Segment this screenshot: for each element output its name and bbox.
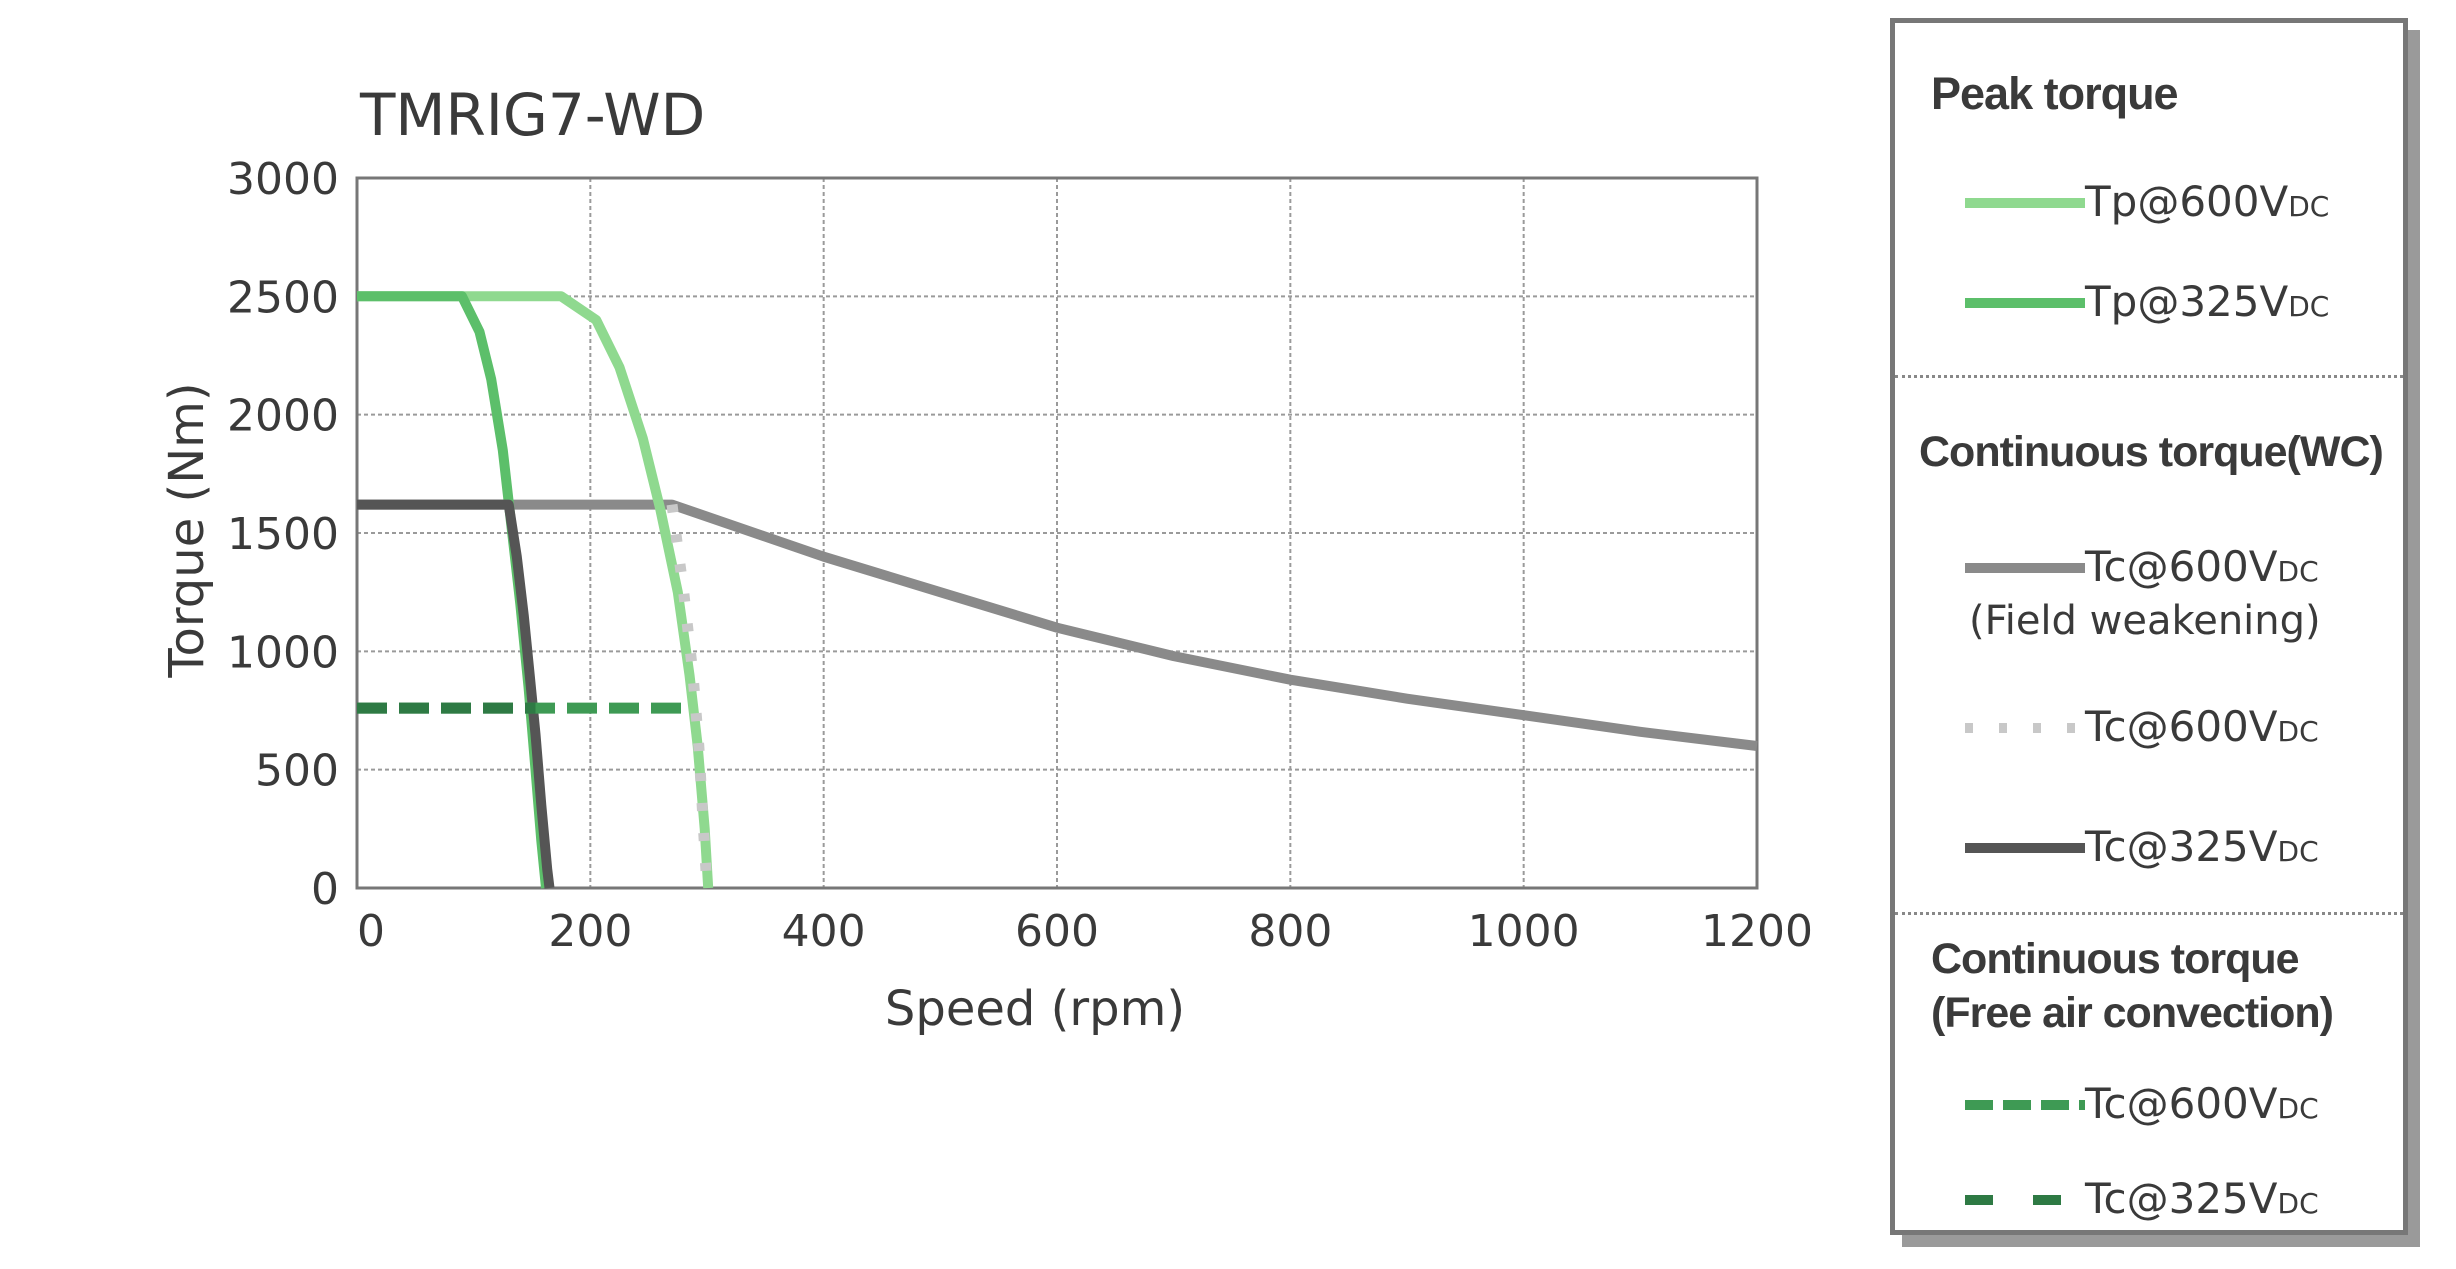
- legend-item-tp-325: Tp@325VDC: [1945, 273, 2405, 333]
- legend-label: Tc@325V: [2085, 1174, 2278, 1223]
- x-axis-ticks: 0 200 400 600 800 1000 1200: [357, 906, 1813, 957]
- series-line-4: [357, 499, 555, 889]
- legend-item-tc-325: Tc@325VDC: [1945, 818, 2405, 878]
- legend-swatch-tc-325-free: [1965, 1195, 2085, 1205]
- legend-label: Tp@600V: [2085, 177, 2289, 226]
- y-tick-label: 0: [311, 864, 339, 915]
- legend-heading-free-air-1: Continuous torque: [1931, 935, 2300, 983]
- x-axis-label: Speed (rpm): [885, 981, 1185, 1037]
- legend-subscript: DC: [2288, 190, 2330, 223]
- grid: [356, 177, 1758, 889]
- legend-subscript: DC: [2277, 1187, 2319, 1220]
- y-axis-ticks: 0 500 1000 1500 2000 2500 3000: [227, 154, 339, 915]
- legend-subscript: DC: [2288, 290, 2330, 323]
- series-layer: [357, 291, 1758, 889]
- x-tick-label: 1000: [1468, 906, 1580, 957]
- legend-label: Tc@600V: [2085, 542, 2278, 591]
- legend-item-tp-600: Tp@600VDC: [1945, 173, 2405, 233]
- chart-title: TMRIG7-WD: [359, 81, 705, 149]
- legend-item-tc-325-free-air: Tc@325VDC: [1945, 1170, 2405, 1230]
- series-line-0: [357, 291, 714, 889]
- y-tick-label: 2000: [227, 391, 339, 442]
- x-tick-label: 0: [357, 906, 385, 957]
- legend-subscript: DC: [2277, 1092, 2319, 1125]
- legend-subscript: DC: [2277, 555, 2319, 588]
- y-tick-label: 1500: [227, 509, 339, 560]
- legend-note-field-weakening: (Field weakening): [1969, 598, 2321, 644]
- y-tick-label: 3000: [227, 154, 339, 205]
- legend-swatch-tc-600-fw: [1965, 563, 2085, 573]
- legend-label: Tc@600V: [2085, 702, 2278, 751]
- legend-subscript: DC: [2277, 715, 2319, 748]
- y-tick-label: 1000: [227, 627, 339, 678]
- legend-swatch-tp-600: [1965, 198, 2085, 208]
- legend-swatch-tc-600-free: [1965, 1100, 2085, 1110]
- legend-label: Tp@325V: [2085, 277, 2289, 326]
- series-line-2: [357, 499, 1758, 751]
- legend-label: Tc@600V: [2085, 1079, 2278, 1128]
- x-tick-label: 200: [548, 906, 632, 957]
- x-tick-label: 400: [782, 906, 866, 957]
- legend-swatch-tc-325: [1965, 843, 2085, 853]
- legend-label: Tc@325V: [2085, 822, 2278, 871]
- x-tick-label: 600: [1015, 906, 1099, 957]
- legend-section-continuous-wc: Continuous torque(WC) Tc@600VDC (Field w…: [1895, 375, 2403, 913]
- y-tick-label: 500: [255, 746, 339, 797]
- x-tick-label: 1200: [1701, 906, 1813, 957]
- legend-swatch-tc-600: [1965, 723, 2085, 733]
- legend-heading-continuous-wc: Continuous torque(WC): [1919, 428, 2384, 476]
- series-line-3: [666, 503, 713, 889]
- legend: Peak torque Tp@600VDC Tp@325VDC Continuo…: [1890, 18, 2408, 1235]
- legend-heading-peak-torque: Peak torque: [1931, 68, 2179, 119]
- legend-section-free-air: Continuous torque (Free air convection) …: [1895, 912, 2403, 1233]
- torque-speed-chart: TMRIG7-WD 0 500 1000 1500 2000 2500 3000 0 200 4…: [159, 81, 1813, 1037]
- legend-item-tc-600-field-weakening: Tc@600VDC (Field weakening): [1945, 538, 2405, 658]
- legend-swatch-tp-325: [1965, 298, 2085, 308]
- x-tick-label: 800: [1248, 906, 1332, 957]
- legend-item-tc-600: Tc@600VDC: [1945, 698, 2405, 758]
- legend-section-peak-torque: Peak torque Tp@600VDC Tp@325VDC: [1895, 23, 2403, 373]
- legend-heading-free-air-2: (Free air convection): [1931, 989, 2334, 1037]
- y-tick-label: 2500: [227, 272, 339, 323]
- legend-subscript: DC: [2277, 835, 2319, 868]
- legend-item-tc-600-free-air: Tc@600VDC: [1945, 1075, 2405, 1135]
- y-axis-label: Torque (Nm): [159, 382, 215, 678]
- plot-area-frame: [355, 176, 1759, 890]
